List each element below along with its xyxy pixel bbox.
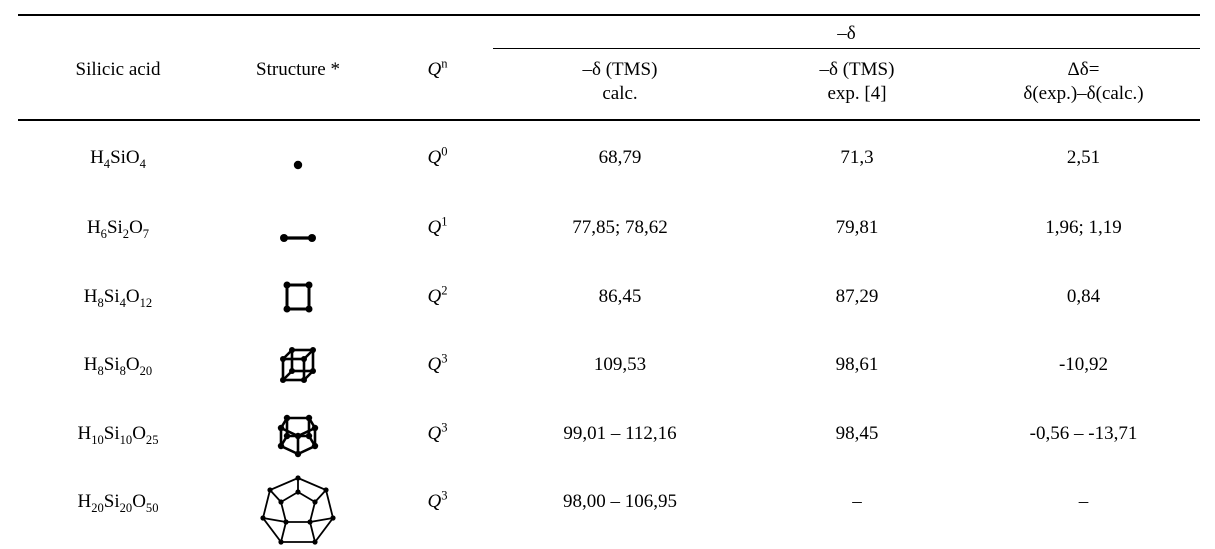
header-delta-line2: δ(exp.)–δ(calc.) [1023, 83, 1144, 104]
acid-formula: H4SiO4 [90, 147, 146, 171]
header-bottom-rule [18, 119, 1200, 121]
header-q-sup: n [441, 56, 448, 71]
header-delta-line1: Δδ= [1067, 59, 1100, 80]
delta-value: – [1078, 491, 1089, 512]
header-q-letter: Q [427, 59, 442, 80]
calc-value: 77,85; 78,62 [572, 217, 668, 238]
calc-value: 99,01 – 112,16 [563, 423, 677, 444]
header-delta: Δδ= δ(exp.)–δ(calc.) [967, 58, 1200, 106]
table-top-rule [18, 14, 1200, 16]
header-silicic-acid: Silicic acid [75, 59, 161, 80]
exp-value: 71,3 [840, 147, 874, 168]
q-value: Q1 [427, 214, 448, 238]
q-value: Q0 [427, 144, 448, 168]
q-value: Q3 [427, 351, 448, 375]
header-calc: –δ (TMS) calc. [493, 58, 747, 106]
header-qn: Qn [395, 56, 480, 82]
delta-group-header: –δ [837, 23, 856, 44]
exp-value: 98,45 [835, 423, 879, 444]
acid-formula: H6Si2O7 [86, 217, 150, 241]
header-exp: –δ (TMS) exp. [4] [747, 58, 967, 106]
acid-formula: H8Si4O12 [83, 286, 153, 310]
delta-value: -10,92 [1058, 354, 1109, 375]
dodecahedron-cage-icon [253, 470, 343, 549]
delta-group-underline [493, 48, 1200, 49]
calc-value: 109,53 [593, 354, 647, 375]
cube-cage-icon [253, 345, 343, 385]
q-value: Q2 [427, 283, 448, 307]
exp-value: 87,29 [835, 286, 879, 307]
header-exp-line2: exp. [4] [827, 83, 887, 104]
header-structure: Structure * [256, 59, 340, 80]
monomer-dot-icon [253, 144, 343, 174]
q-value: Q3 [427, 420, 448, 444]
four-ring-square-icon [253, 280, 343, 316]
acid-formula: H20Si20O50 [77, 491, 159, 515]
delta-value: 0,84 [1066, 286, 1101, 307]
header-calc-line2: calc. [602, 83, 638, 104]
pentagonal-prism-cage-icon [253, 410, 343, 458]
dimer-bond-icon [253, 214, 343, 244]
calc-value: 68,79 [598, 147, 642, 168]
header-calc-line1: –δ (TMS) [582, 59, 658, 80]
calc-value: 86,45 [598, 286, 642, 307]
header-exp-line1: –δ (TMS) [819, 59, 895, 80]
delta-value: 1,96; 1,19 [1045, 217, 1122, 238]
exp-value: 98,61 [835, 354, 879, 375]
calc-value: 98,00 – 106,95 [563, 491, 677, 512]
q-value: Q3 [427, 488, 448, 512]
acid-formula: H8Si8O20 [83, 354, 153, 378]
exp-value: 79,81 [835, 217, 879, 238]
delta-value: 2,51 [1066, 147, 1101, 168]
exp-value: – [852, 491, 862, 512]
delta-value: -0,56 – -13,71 [1029, 423, 1138, 444]
acid-formula: H10Si10O25 [77, 423, 159, 447]
